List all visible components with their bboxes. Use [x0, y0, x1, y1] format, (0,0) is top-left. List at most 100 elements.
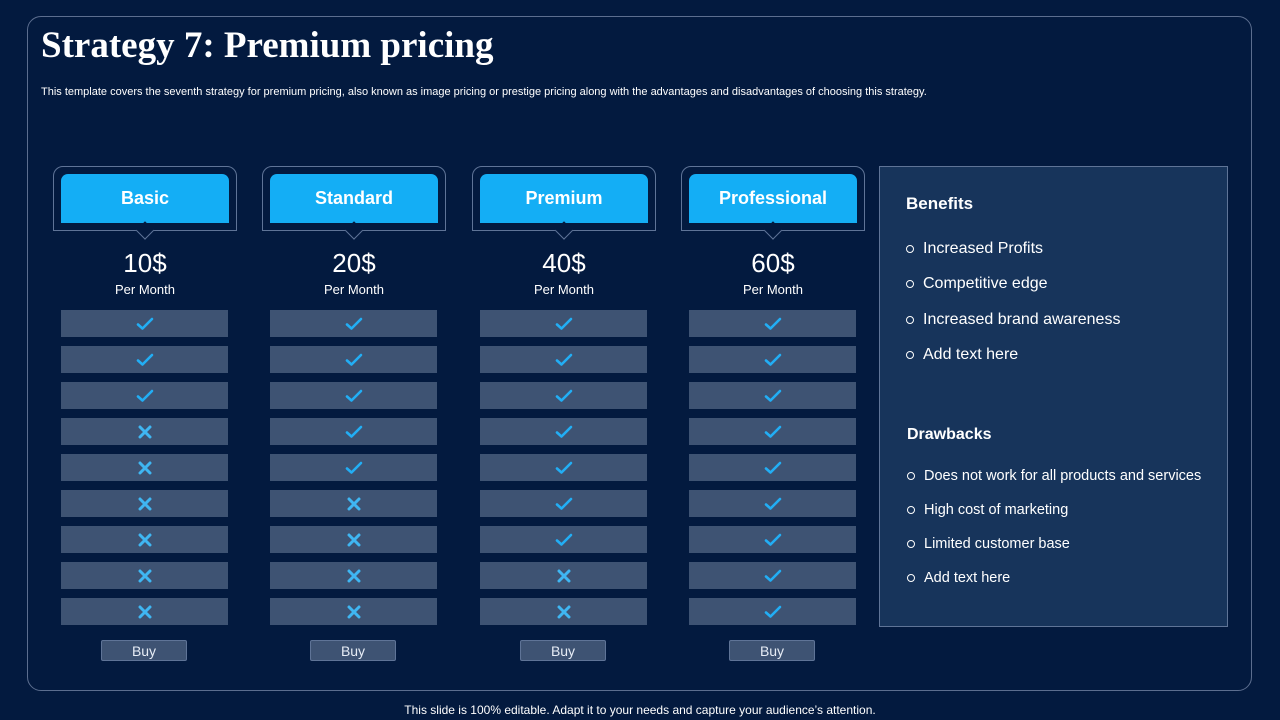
circle-bullet-icon	[906, 244, 914, 253]
feature-row	[61, 418, 228, 445]
feature-row	[61, 598, 228, 625]
feature-row	[689, 382, 856, 409]
feature-row	[480, 418, 647, 445]
check-icon	[136, 389, 154, 403]
plan-card-standard: Standard 20$ Per Month	[262, 166, 446, 625]
check-icon	[764, 461, 782, 475]
cross-icon	[138, 569, 152, 583]
check-icon	[555, 497, 573, 511]
benefits-item-text: Increased brand awareness	[923, 310, 1121, 328]
check-icon	[345, 425, 363, 439]
feature-row	[270, 310, 437, 337]
plan-period: Per Month	[743, 282, 803, 297]
feature-row	[270, 382, 437, 409]
benefits-item: Competitive edge	[906, 267, 1120, 303]
check-icon	[555, 353, 573, 367]
drawbacks-heading: Drawbacks	[907, 426, 992, 443]
check-icon	[345, 461, 363, 475]
benefits-item: Increased Profits	[906, 231, 1120, 267]
check-icon	[555, 461, 573, 475]
check-icon	[345, 317, 363, 331]
plan-price: 20$	[332, 248, 376, 278]
feature-row	[61, 346, 228, 373]
benefits-list: Increased Profits Competitive edge Increas…	[906, 231, 1120, 373]
feature-row	[61, 382, 228, 409]
cross-icon	[138, 461, 152, 475]
plan-price: 60$	[751, 248, 795, 278]
drawbacks-item: Does not work for all products and servi…	[907, 459, 1201, 493]
plan-period: Per Month	[115, 282, 175, 297]
plan-card-basic: Basic 10$ Per Month	[53, 166, 237, 625]
benefits-item-text: Competitive edge	[923, 275, 1048, 293]
feature-row	[61, 562, 228, 589]
plan-name: Premium	[480, 174, 648, 223]
plan-header: Standard	[262, 166, 446, 231]
check-icon	[136, 317, 154, 331]
drawbacks-item: Add text here	[907, 561, 1201, 595]
cross-icon	[347, 605, 361, 619]
check-icon	[555, 425, 573, 439]
slide-frame	[27, 16, 1252, 691]
feature-row	[61, 526, 228, 553]
feature-row	[270, 346, 437, 373]
circle-bullet-icon	[907, 574, 915, 582]
feature-row	[480, 454, 647, 481]
feature-row	[270, 562, 437, 589]
plan-period: Per Month	[324, 282, 384, 297]
cross-icon	[138, 497, 152, 511]
cross-icon	[557, 569, 571, 583]
feature-row	[689, 526, 856, 553]
benefits-item-text: Increased Profits	[923, 239, 1044, 257]
check-icon	[764, 497, 782, 511]
check-icon	[764, 533, 782, 547]
cross-icon	[347, 533, 361, 547]
page-title: Strategy 7: Premium pricing	[41, 25, 494, 66]
plan-name: Basic	[61, 174, 229, 223]
buy-button-standard[interactable]: Buy	[310, 640, 396, 661]
cross-icon	[557, 605, 571, 619]
feature-row	[480, 490, 647, 517]
feature-row	[270, 526, 437, 553]
feature-row	[689, 346, 856, 373]
check-icon	[345, 353, 363, 367]
check-icon	[764, 353, 782, 367]
plan-header: Professional	[681, 166, 865, 231]
circle-bullet-icon	[907, 506, 915, 514]
buy-button-premium[interactable]: Buy	[520, 640, 606, 661]
feature-row	[689, 310, 856, 337]
drawbacks-item: Limited customer base	[907, 527, 1201, 561]
feature-row	[270, 490, 437, 517]
drawbacks-item-text: Add text here	[924, 570, 1011, 586]
check-icon	[555, 389, 573, 403]
feature-row	[270, 418, 437, 445]
check-icon	[345, 389, 363, 403]
circle-bullet-icon	[907, 540, 915, 548]
feature-row	[689, 562, 856, 589]
plan-period: Per Month	[534, 282, 594, 297]
check-icon	[764, 569, 782, 583]
footer-note: This slide is 100% editable. Adapt it to…	[404, 703, 876, 717]
benefits-item: Add text here	[906, 338, 1120, 374]
circle-bullet-icon	[906, 351, 914, 360]
plan-header: Basic	[53, 166, 237, 231]
check-icon	[764, 317, 782, 331]
check-icon	[555, 533, 573, 547]
circle-bullet-icon	[907, 472, 915, 480]
check-icon	[764, 425, 782, 439]
feature-row	[689, 598, 856, 625]
cross-icon	[138, 605, 152, 619]
feature-row	[480, 382, 647, 409]
feature-row	[270, 454, 437, 481]
feature-row	[270, 598, 437, 625]
check-icon	[555, 317, 573, 331]
buy-button-basic[interactable]: Buy	[101, 640, 187, 661]
feature-row	[480, 598, 647, 625]
benefits-drawbacks-panel: Benefits Increased Profits Competitive ed…	[879, 166, 1228, 627]
benefits-heading: Benefits	[906, 194, 974, 213]
cross-icon	[347, 497, 361, 511]
plan-price: 10$	[123, 248, 167, 278]
drawbacks-item-text: Limited customer base	[924, 536, 1070, 552]
plan-name: Standard	[270, 174, 438, 223]
drawbacks-list: Does not work for all products and servi…	[907, 459, 1201, 595]
buy-button-professional[interactable]: Buy	[729, 640, 815, 661]
